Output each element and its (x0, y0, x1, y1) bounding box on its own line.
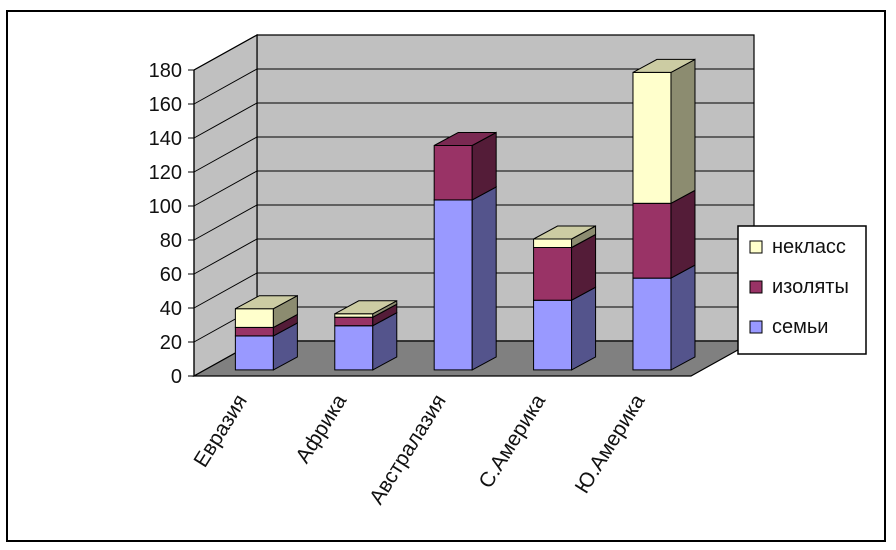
bar-front-face (632, 202, 672, 279)
y-tick-label: 120 (149, 162, 182, 184)
legend-swatch (749, 280, 763, 294)
x-category-label: С.Америка (475, 390, 551, 492)
gridline (193, 68, 754, 105)
y-tick-label: 0 (171, 366, 182, 388)
bar-top-face (533, 225, 596, 240)
gridline (193, 102, 754, 139)
legend-label: изоляты (772, 276, 849, 298)
y-tick-label: 80 (160, 230, 182, 252)
bar-front-face (334, 316, 374, 327)
gridline (193, 34, 754, 71)
y-tick-label: 180 (149, 60, 182, 82)
x-category-label: Евразия (189, 390, 251, 471)
bar-front-face (433, 145, 473, 201)
bar-front-face (334, 325, 374, 371)
bar-front-face (533, 247, 573, 301)
bars (234, 58, 696, 371)
legend-swatch (749, 240, 763, 254)
bar-segment-некласс-Африка (334, 299, 398, 319)
bar-front-face (234, 308, 274, 328)
bar-segment-некласс-Ю.Америка (632, 58, 696, 205)
bar-side-face (670, 58, 696, 205)
y-tick-label: 100 (149, 196, 182, 218)
bar-top-face (632, 58, 696, 73)
bar-segment-семьи-Австралазия (433, 186, 497, 371)
legend-item-некласс: некласс (749, 236, 846, 258)
y-tick-label: 20 (160, 332, 182, 354)
legend: некласс изоляты семьи (737, 225, 867, 355)
bar-front-face (632, 71, 672, 204)
bar-front-face (433, 199, 473, 371)
y-tick-label: 160 (149, 94, 182, 116)
gridline (193, 170, 754, 207)
x-axis-category-labels: Евразия Африка Австралазия С.Америка Ю.Амери… (189, 390, 649, 508)
y-axis-tick-labels: 0 20 40 60 80 100 120 140 160 180 (149, 60, 194, 388)
bar-top-face (235, 295, 298, 310)
bar-side-face (471, 186, 497, 371)
gridline (193, 136, 754, 173)
bar-segment-семьи-С.Америка (533, 286, 597, 371)
bar-segment-некласс-С.Америка (533, 225, 597, 249)
bar-segment-семьи-Ю.Америка (632, 264, 696, 371)
legend-label: семьи (772, 316, 828, 338)
legend-item-изоляты: изоляты (749, 276, 849, 298)
bar-front-face (234, 335, 274, 371)
y-tick-label: 40 (160, 298, 182, 320)
bar-top-face (433, 132, 497, 146)
chart-walls (193, 33, 755, 378)
x-category-label: Ю.Америка (571, 390, 650, 497)
bar-front-face (533, 299, 573, 371)
bar-front-face (334, 313, 374, 318)
bar-side-face (571, 286, 597, 371)
bar-front-face (533, 238, 573, 248)
bar-side-face (670, 264, 696, 371)
bar-segment-изоляты-Австралазия (433, 131, 497, 201)
legend-swatch (749, 320, 763, 334)
x-category-label: Австралазия (365, 390, 451, 508)
bar-segment-некласс-Евразия (234, 294, 298, 329)
bar-top-face (334, 300, 398, 315)
legend-item-семьи: семьи (749, 316, 828, 338)
y-tick-label: 140 (149, 128, 182, 150)
bar-front-face (234, 326, 274, 337)
x-category-label: Африка (291, 390, 351, 467)
legend-label: некласс (772, 236, 846, 258)
y-tick-label: 60 (160, 264, 182, 286)
bar-side-face (670, 189, 696, 279)
gridline (193, 204, 754, 241)
bar-front-face (632, 277, 672, 371)
